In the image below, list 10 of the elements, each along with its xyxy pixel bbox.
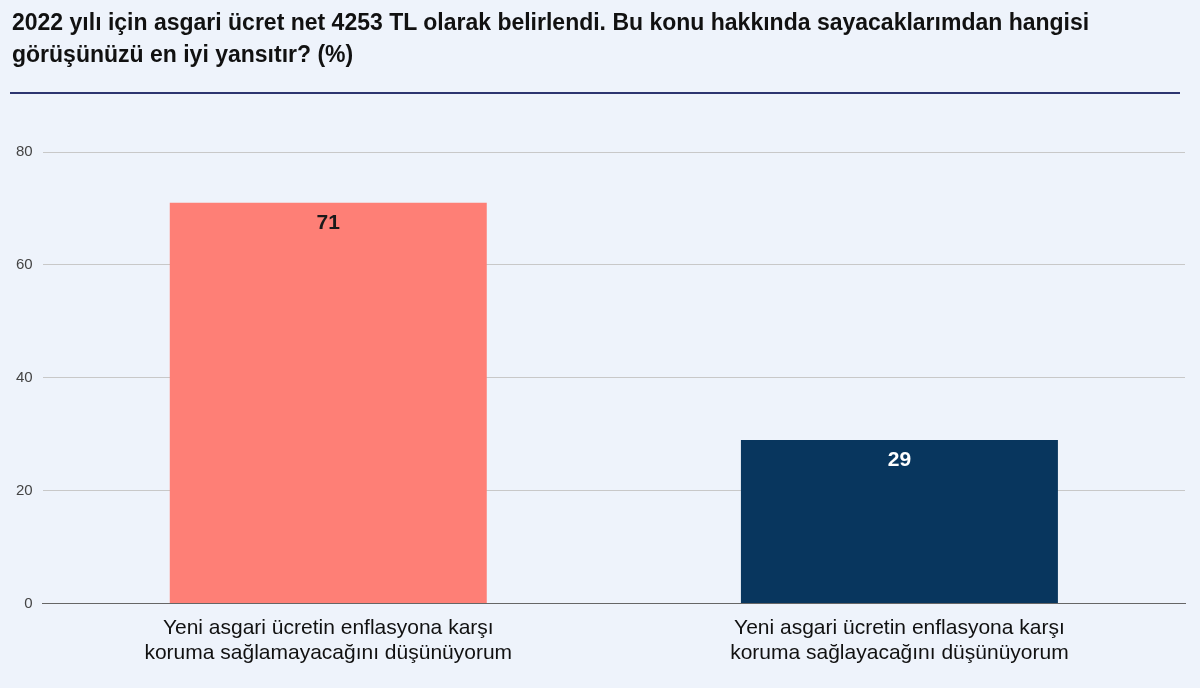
data-label: 29 — [887, 447, 912, 471]
x-tick-label: Yeni asgari ücretin enflasyona karşı koruma sağlayacağını düşünüyorum — [730, 615, 1069, 664]
x-tick-label: Yeni asgari ücretin enflasyona karşı koruma sağlamayacağını düşünüyorum — [144, 615, 513, 664]
y-tick-label: 40 — [16, 367, 33, 385]
data-label: 71 — [316, 210, 341, 234]
y-tick-label: 20 — [16, 480, 33, 498]
y-tick-label: 60 — [16, 255, 33, 273]
y-tick-label: 0 — [24, 593, 33, 611]
y-tick-label: 80 — [16, 142, 33, 160]
chart-title: 2022 yılı için asgari ücret net 4253 TL olarak belirlendi. Bu konu hakkında sayacaklarımdan hangisi görüşünüzü en iyi yansıtır? (%) — [12, 8, 1091, 69]
